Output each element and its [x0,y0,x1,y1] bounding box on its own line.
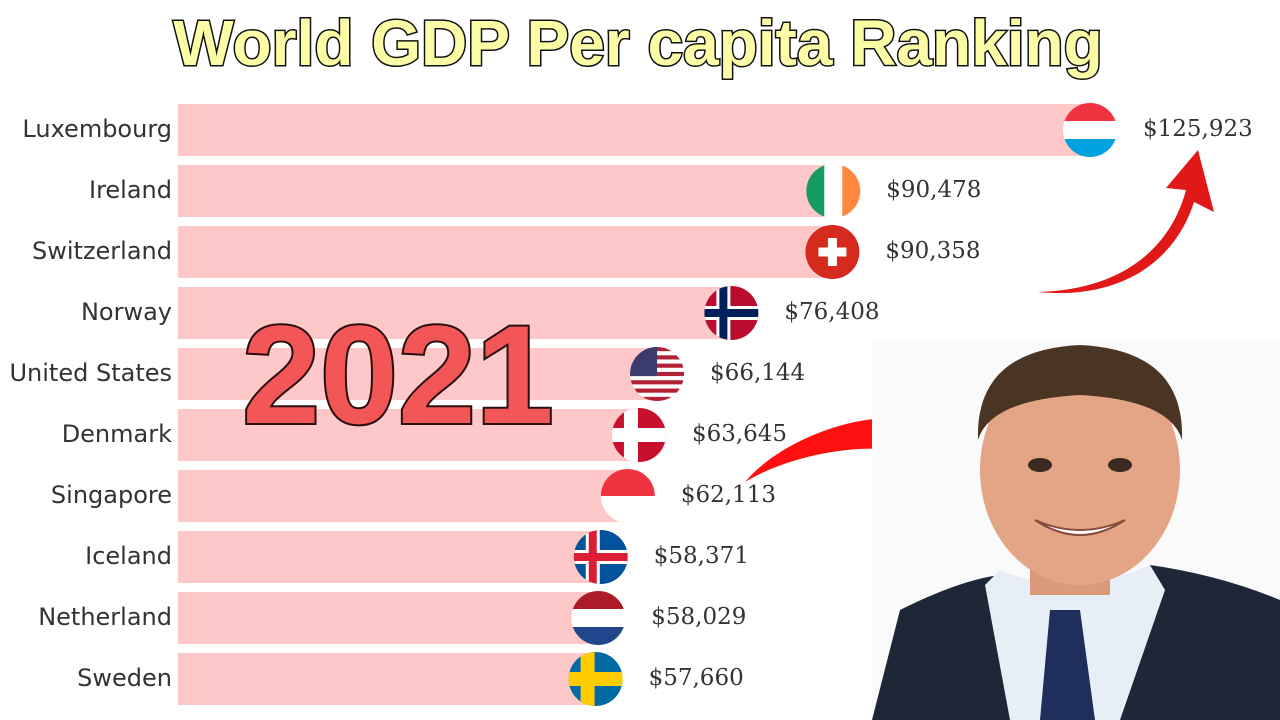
value-label: $66,144 [710,360,805,386]
flag [806,164,861,218]
portrait [872,340,1280,720]
bar [178,104,1090,156]
category-label: Denmark [62,420,172,448]
category-label: Singapore [51,481,172,509]
value-label: $62,113 [681,482,776,508]
flag [1063,103,1117,157]
category-label: Netherland [38,603,172,631]
bar [178,592,599,644]
flag [704,286,759,340]
flag [571,591,626,645]
arrow-right [745,392,960,482]
value-label: $58,371 [654,543,749,569]
bar [178,348,658,400]
bar [178,653,596,705]
value-label: $57,660 [649,665,744,691]
chart-title: World GDP Per capita Ranking [173,7,1102,79]
bar [178,287,732,339]
value-label: $58,029 [651,604,746,630]
value-label: $90,478 [886,177,981,203]
flag [573,530,628,584]
value-label: $90,358 [885,238,980,264]
year-annotation: 2021 [242,296,553,453]
bars: Luxembourg $125,923 Ireland $90,478 Switzerl… [9,103,1253,706]
category-label: Ireland [89,176,172,204]
flag [611,408,666,462]
value-label: $76,408 [784,299,879,325]
category-label: Iceland [85,542,172,570]
category-label: Luxembourg [22,115,172,143]
category-label: Norway [81,298,172,326]
bar [178,226,833,278]
flag [568,652,623,706]
value-label: $63,645 [692,421,787,447]
flag [805,225,860,279]
bar [178,531,601,583]
bar [178,470,628,522]
arrow-up [1038,150,1214,294]
flag [630,347,685,401]
value-label: $125,923 [1143,116,1253,142]
bar [178,409,639,461]
category-label: Sweden [77,664,172,692]
bar [178,165,834,217]
category-label: Switzerland [32,237,172,265]
category-label: United States [9,359,172,387]
